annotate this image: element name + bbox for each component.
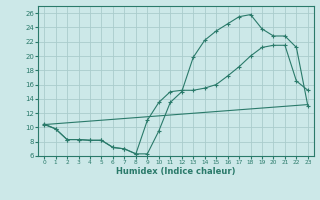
X-axis label: Humidex (Indice chaleur): Humidex (Indice chaleur) [116, 167, 236, 176]
